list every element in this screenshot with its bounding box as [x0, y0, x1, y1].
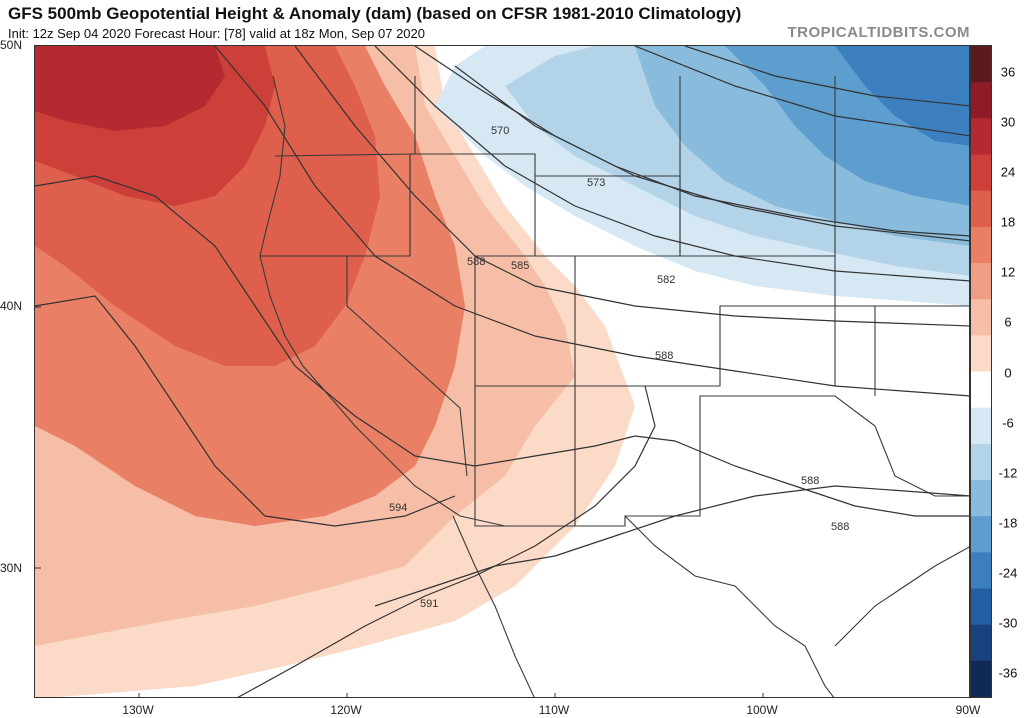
contour-label-585: 585 [511, 260, 529, 272]
state-boundaries [259, 75, 969, 697]
colorbar-swatch [971, 588, 991, 626]
lat-label-40n: 40N [0, 299, 23, 313]
contour-label-588-a: 588 [467, 256, 485, 268]
colorbar-tick: 6 [1004, 314, 1012, 330]
colorbar-swatch [971, 46, 991, 83]
warm-anomaly-core [35, 46, 225, 131]
anomaly-map: 570 573 582 585 588 588 588 588 591 594 [34, 45, 970, 698]
colorbar-tick: 24 [1000, 164, 1016, 180]
colorbar-swatch [971, 226, 991, 264]
forecast-info: Init: 12z Sep 04 2020 Forecast Hour: [78… [8, 26, 425, 41]
height-contours [35, 46, 969, 697]
colorbar-tick: 36 [1000, 64, 1016, 80]
colorbar-tick: -18 [998, 515, 1018, 531]
colorbar-swatch [971, 335, 991, 372]
contour-label-588-d: 588 [831, 521, 849, 533]
colorbar-swatch [971, 407, 991, 445]
colorbar-swatch [971, 516, 991, 553]
colorbar-swatch [971, 480, 991, 517]
colorbar-swatch [971, 82, 991, 119]
anomaly-colorbar [970, 45, 992, 698]
colorbar-swatches [971, 46, 991, 698]
contour-label-588-c: 588 [801, 475, 819, 487]
colorbar-tick: 12 [1000, 264, 1016, 280]
lon-label-100w: 100W [746, 703, 778, 717]
colorbar-swatch [971, 118, 991, 155]
colorbar-tick: -30 [998, 615, 1018, 631]
lat-label-50n: 50N [0, 38, 23, 52]
source-credit: TROPICALTIDBITS.COM [787, 24, 970, 41]
chart-title: GFS 500mb Geopotential Height & Anomaly … [8, 4, 742, 23]
colorbar-swatch [971, 552, 991, 589]
lon-label-90w: 90W [955, 703, 981, 717]
map-canvas: 570 573 582 585 588 588 588 588 591 594 [35, 46, 969, 697]
colorbar-swatch [971, 443, 991, 481]
colorbar-tick: 0 [1004, 365, 1012, 380]
colorbar-tick: -6 [1002, 415, 1014, 431]
contour-label-588-b: 588 [655, 350, 673, 362]
contour-label-591: 591 [420, 598, 438, 610]
colorbar-swatch [971, 299, 991, 336]
lon-label-120w: 120W [330, 703, 362, 717]
colorbar-swatch [971, 263, 991, 300]
lon-label-130w: 130W [122, 703, 154, 717]
colorbar-swatch [971, 190, 991, 228]
colorbar-swatch [971, 154, 991, 192]
colorbar-tick: 18 [1000, 214, 1016, 230]
colorbar-swatch [971, 371, 991, 409]
colorbar-swatch [971, 660, 991, 698]
colorbar-tick: 30 [1000, 114, 1016, 130]
contour-label-582: 582 [657, 274, 675, 286]
contour-label-573: 573 [587, 177, 605, 189]
contour-label-594: 594 [389, 502, 407, 514]
colorbar-tick: -36 [998, 665, 1018, 681]
colorbar-tick: -24 [998, 565, 1018, 581]
colorbar-swatch [971, 624, 991, 662]
lon-label-110w: 110W [538, 703, 570, 717]
cool-anomaly-core [835, 46, 969, 146]
contour-label-570: 570 [491, 125, 509, 137]
graticule-ticks [35, 306, 764, 697]
lat-label-30n: 30N [0, 561, 23, 575]
colorbar-tick: -12 [998, 465, 1018, 481]
